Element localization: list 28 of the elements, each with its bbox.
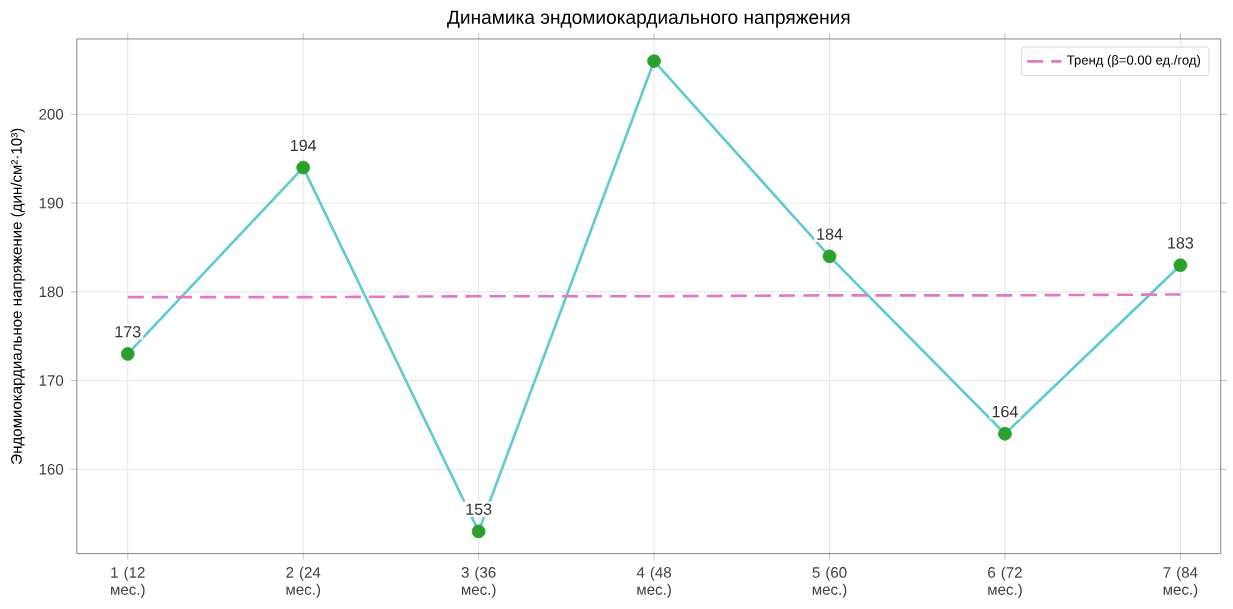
- y-axis-title: Эндомиокардиальное напряжение (дин/см²·10³): [10, 128, 25, 465]
- point: [1173, 258, 1188, 273]
- point: [998, 427, 1012, 441]
- data-label: 173: [115, 326, 141, 338]
- chart-title: Динамика эндомиокардиального напряжения: [447, 10, 850, 29]
- x-tick-label: 3 (36 мес.): [461, 566, 496, 599]
- data-label: 153: [466, 503, 492, 516]
- point: [471, 524, 486, 539]
- x-tick-label: 7 (84 мес.): [1163, 566, 1198, 599]
- data-label: 184: [817, 228, 843, 241]
- point: [296, 160, 311, 175]
- x-tick-label: 2 (24 мес.): [286, 566, 321, 599]
- y-tick-label: 160: [39, 464, 64, 475]
- point: [120, 347, 135, 361]
- point: [822, 249, 837, 264]
- x-tick-label: 6 (72 мес.): [988, 566, 1022, 599]
- data-label: 194: [291, 139, 317, 152]
- y-tick-label: 170: [39, 375, 64, 387]
- y-tick-label: 200: [39, 109, 64, 120]
- data-label: 183: [1168, 237, 1194, 249]
- x-tick-label: 4 (48 мес.): [636, 566, 672, 599]
- legend-label: Тренд (β=0.00 ед./год): [1067, 55, 1201, 68]
- data-label: 164: [992, 406, 1018, 418]
- point: [647, 54, 661, 69]
- x-tick-label: 5 (60 мес.): [812, 566, 847, 599]
- y-tick-label: 190: [39, 197, 64, 209]
- x-tick-label: 1 (12 мес.): [111, 566, 145, 599]
- y-tick-label: 180: [39, 286, 64, 298]
